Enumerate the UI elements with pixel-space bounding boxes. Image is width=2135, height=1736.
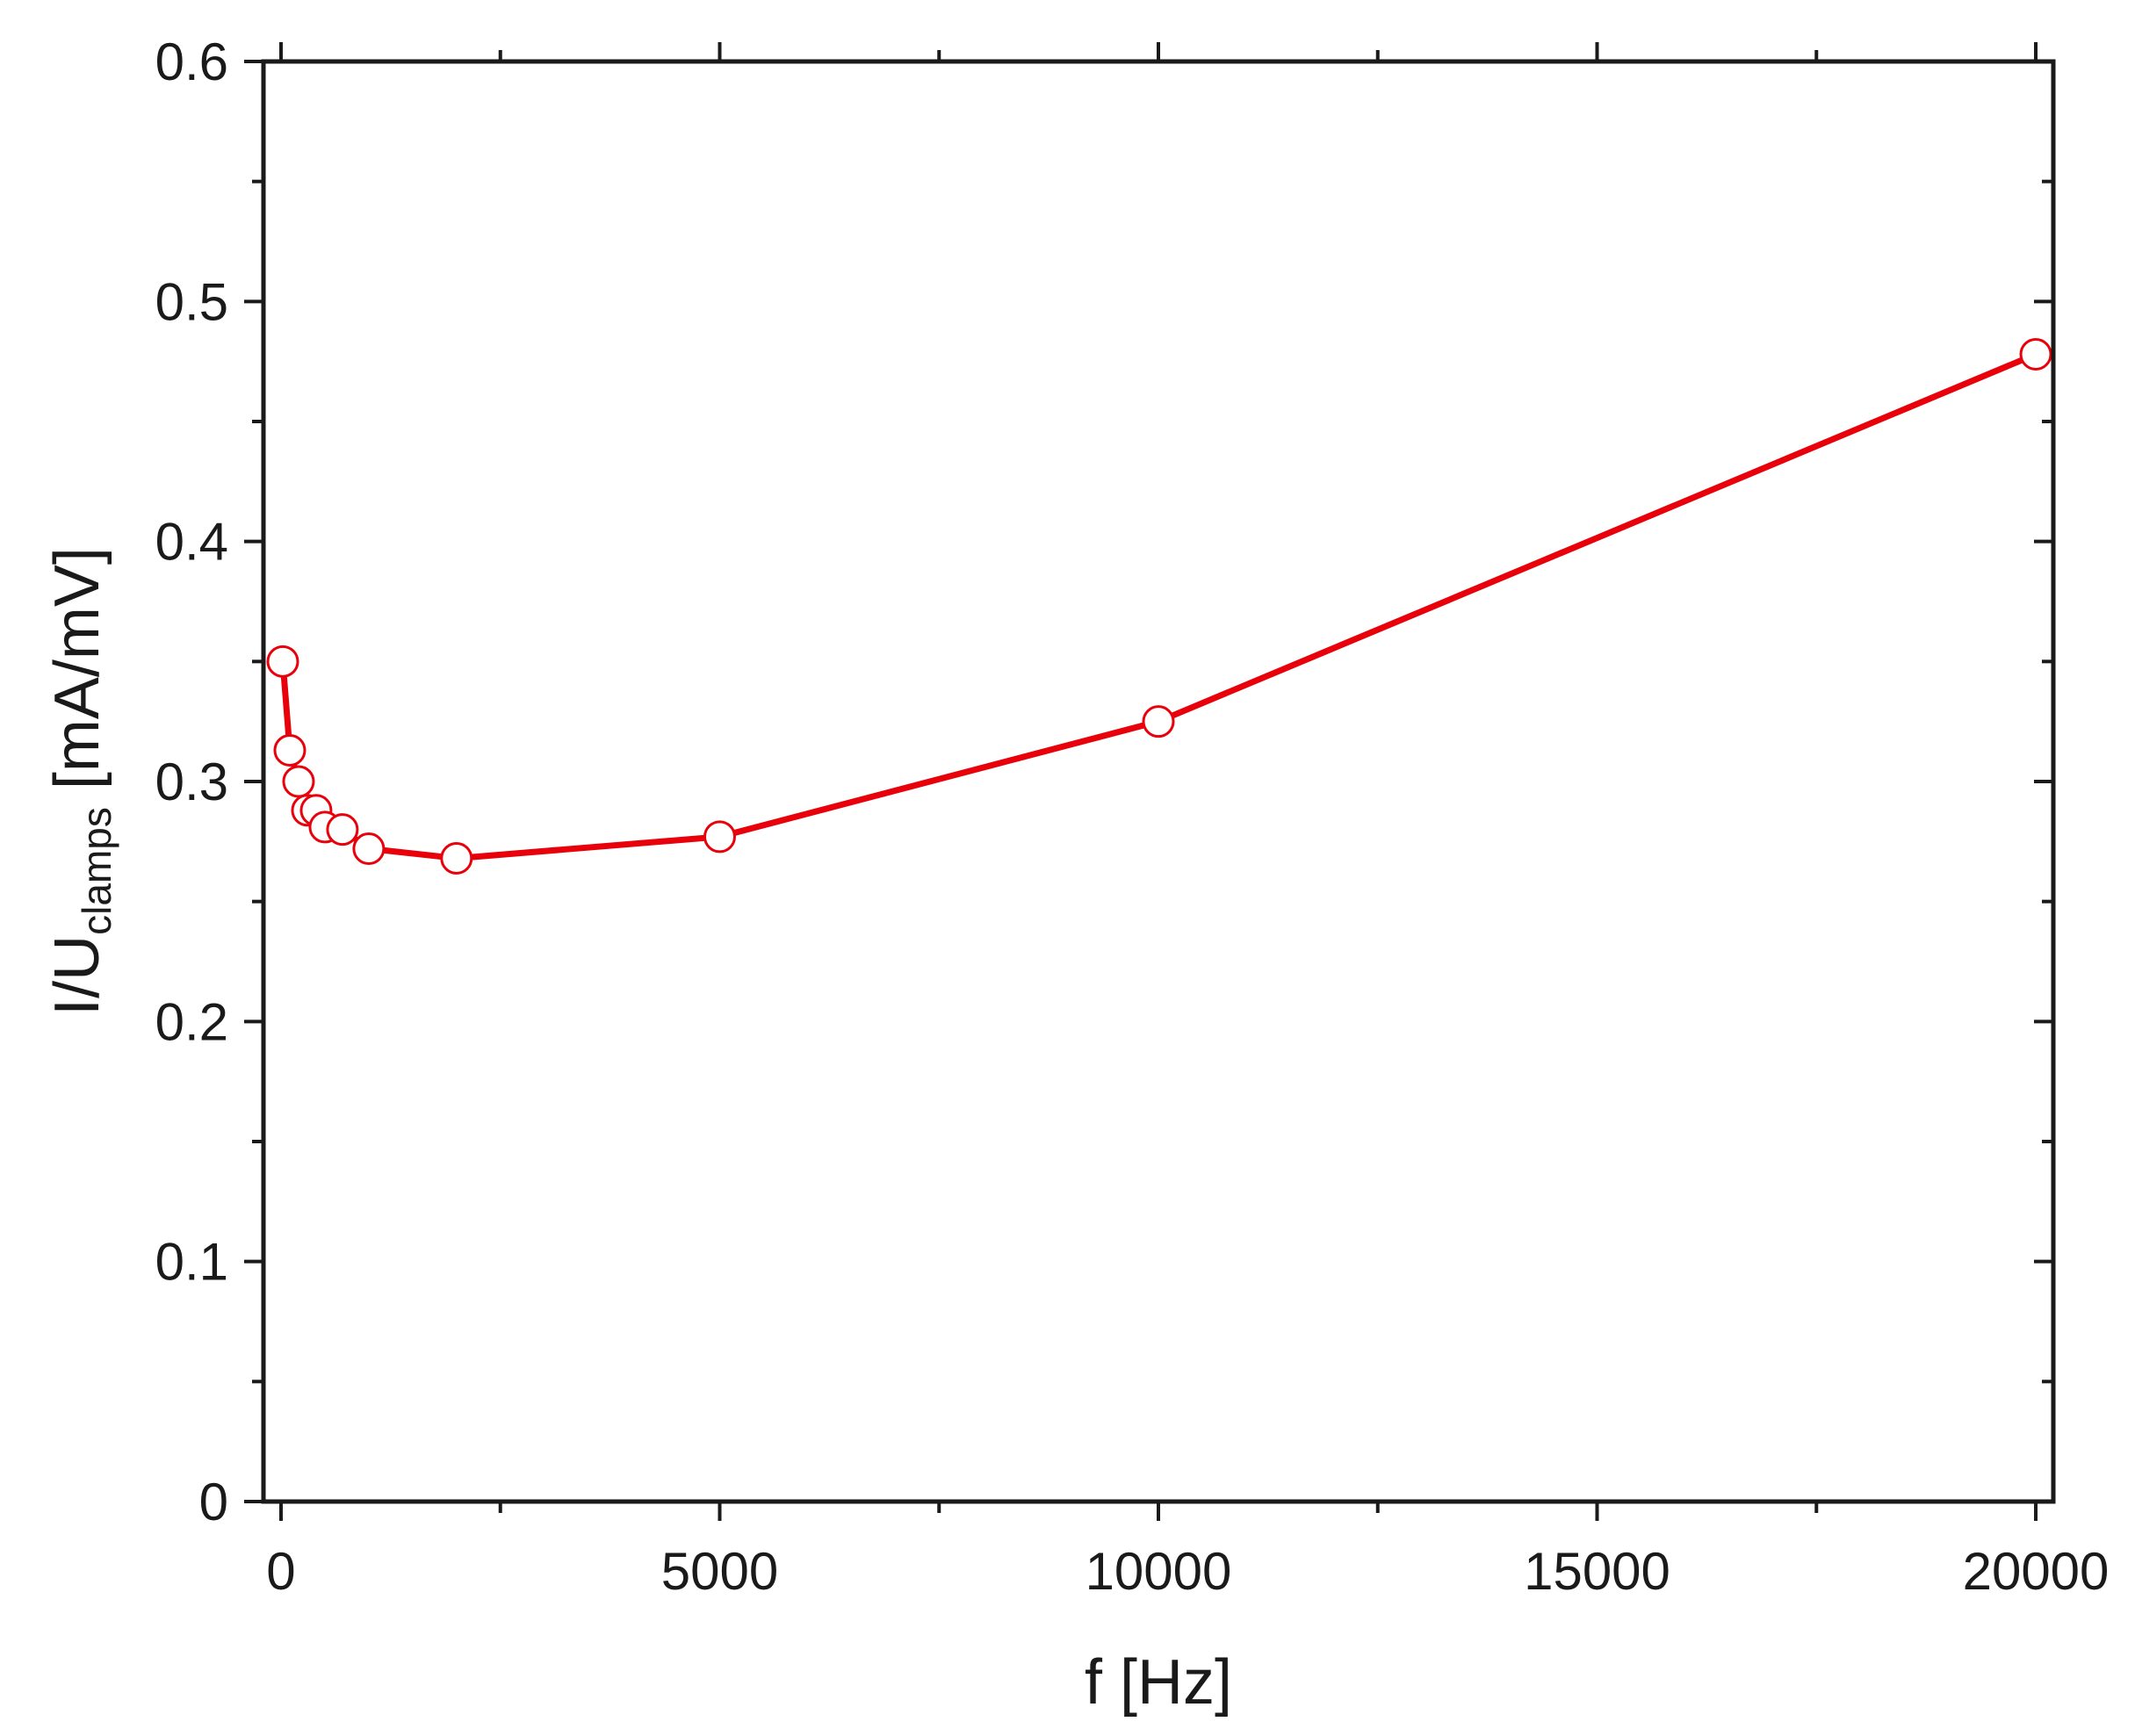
- y-tick-label: 0.1: [155, 1233, 228, 1292]
- x-tick-label: 15000: [1524, 1542, 1670, 1601]
- major-ticks: [244, 42, 2053, 1521]
- y-tick-label: 0.5: [155, 272, 228, 331]
- plot-frame: [261, 59, 2056, 1504]
- x-tick-label: 5000: [661, 1542, 778, 1601]
- data-point: [352, 832, 386, 866]
- x-axis-title: f [Hz]: [1085, 1647, 1232, 1718]
- x-tick-labels: 0 5000 10000 15000 20000: [266, 1542, 2109, 1601]
- data-point: [326, 813, 359, 846]
- y-tick-labels: 0 0.1 0.2 0.3 0.4 0.5 0.6: [155, 32, 228, 1531]
- series-line: [279, 351, 2038, 861]
- y-tick-label: 0.6: [155, 32, 228, 91]
- y-axis-title-subscript: clamps: [74, 807, 119, 935]
- y-tick-label: 0: [199, 1473, 228, 1531]
- x-tick-label: 20000: [1963, 1542, 2110, 1601]
- data-point: [273, 733, 307, 767]
- y-tick-label: 0.3: [155, 753, 228, 811]
- minor-ticks: [252, 50, 2053, 1513]
- data-point: [1142, 705, 1175, 738]
- data-point: [703, 820, 736, 854]
- y-axis-title-suffix: [mA/mV]: [42, 547, 112, 807]
- data-point: [2019, 337, 2052, 371]
- y-tick-label: 0.2: [155, 992, 228, 1051]
- x-tick-label: 0: [266, 1542, 295, 1601]
- y-axis-title: I/Uclamps [mA/mV]: [42, 547, 119, 1016]
- y-tick-label: 0.4: [155, 513, 228, 572]
- data-point: [266, 645, 299, 678]
- data-point: [282, 765, 315, 798]
- data-point: [440, 841, 473, 875]
- series-layer: [266, 337, 2052, 875]
- y-axis-title-prefix: I/U: [42, 935, 112, 1016]
- x-tick-label: 10000: [1086, 1542, 1232, 1601]
